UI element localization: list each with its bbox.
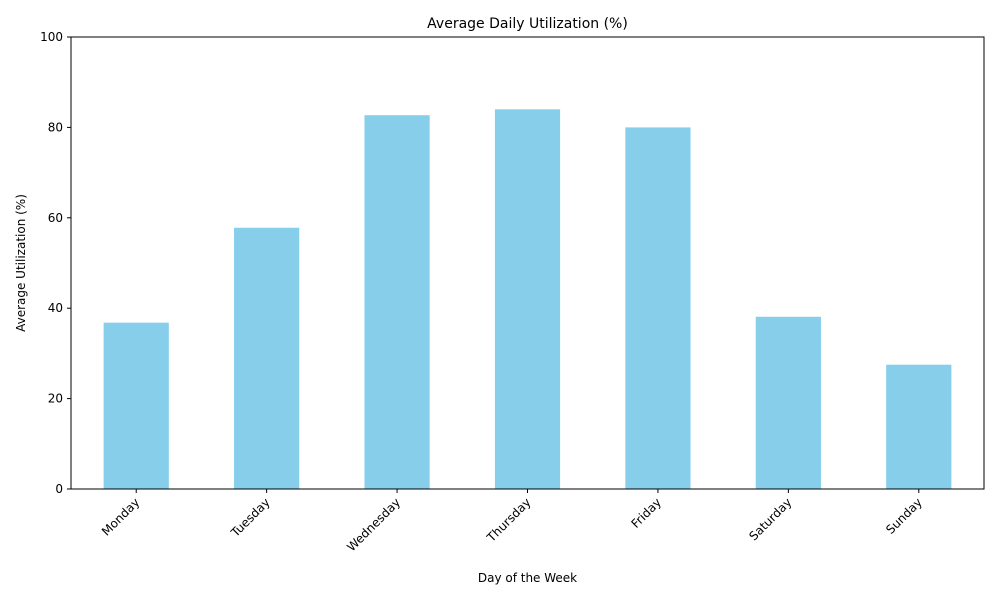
y-tick-label-0: 0: [55, 482, 63, 496]
y-tick-label-100: 100: [40, 30, 63, 44]
bar-wednesday: [364, 115, 430, 490]
bars-group: [103, 109, 952, 490]
x-axis-label: Day of the Week: [478, 571, 577, 585]
plot-frame: [70, 36, 985, 490]
y-tick-label-20: 20: [48, 392, 63, 406]
y-tick-label-40: 40: [48, 301, 63, 315]
bar-saturday: [755, 316, 821, 489]
y-ticks-group: 0 20 40 60 80 100: [40, 30, 71, 496]
y-tick-label-80: 80: [48, 120, 63, 134]
y-axis-label: Average Utilization (%): [14, 194, 28, 332]
chart-title: Average Daily Utilization (%): [427, 16, 628, 32]
bar-monday: [103, 322, 169, 489]
bar-friday: [625, 127, 691, 490]
bar-thursday: [494, 109, 561, 489]
y-tick-label-60: 60: [48, 211, 63, 225]
bar-sunday: [886, 364, 952, 489]
bar-tuesday: [234, 227, 300, 489]
